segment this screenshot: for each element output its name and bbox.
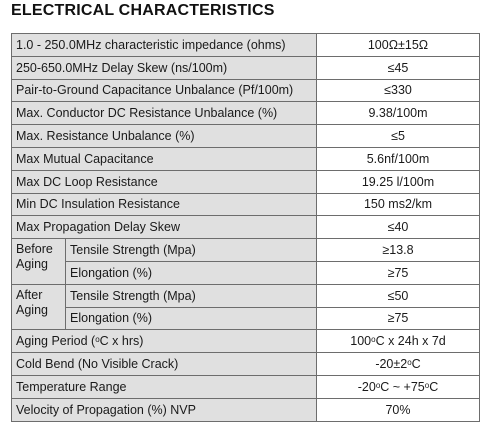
label-text: Aging Period ( [16, 334, 96, 349]
row-value: ≤330 [316, 78, 480, 103]
row-label: Max. Conductor DC Resistance Unbalance (… [11, 101, 317, 126]
table-row: Min DC Insulation Resistance 150 ms2/km [11, 192, 480, 217]
degree-mark: o [371, 335, 376, 345]
row-value: ≤40 [316, 215, 480, 240]
section-title: ELECTRICAL CHARACTERISTICS [11, 2, 275, 19]
row-label: Elongation (%) [65, 306, 317, 331]
row-value: 9.38/100m [316, 101, 480, 126]
value-text: -20 [357, 379, 376, 394]
table-row: Elongation (%) ≥75 [12, 306, 480, 331]
degree-mark: o [375, 380, 381, 390]
row-label: Tensile Strength (Mpa) [65, 283, 317, 308]
value-text: 100 [350, 334, 372, 349]
value-text: C ~ +75 [380, 379, 425, 394]
row-label: Elongation (%) [65, 260, 317, 285]
row-value: ≤45 [316, 55, 480, 80]
label-text: C x hrs) [99, 334, 144, 349]
table-row: Max Mutual Capacitance 5.6nf/100m [11, 146, 480, 171]
row-label: Min DC Insulation Resistance [11, 192, 317, 217]
row-value: ≤5 [316, 124, 480, 148]
table-row: Aging Period (oC x hrs) 100oC x 24h x 7d [11, 329, 480, 354]
row-label: Max. Resistance Unbalance (%) [11, 124, 317, 148]
row-label: Velocity of Propagation (%) NVP [11, 397, 317, 422]
after-aging-group-label: After Aging [11, 283, 66, 331]
value-text: C [429, 379, 439, 394]
table-row: Pair-to-Ground Capacitance Unbalance (Pf… [11, 78, 480, 103]
row-label: Max DC Loop Resistance [11, 169, 317, 194]
row-value: -20±2oC [316, 352, 480, 376]
row-label: Temperature Range [11, 374, 317, 399]
degree-mark: o [424, 380, 430, 390]
row-value: ≥75 [316, 260, 480, 285]
row-value: ≥13.8 [316, 238, 480, 262]
table-row: 250-650.0MHz Delay Skew (ns/100m) ≤45 [11, 55, 480, 80]
table-row: Temperature Range -20oC ~ +75oC [11, 374, 480, 399]
row-value: ≥75 [316, 306, 480, 331]
row-value: ≤50 [316, 283, 480, 308]
table-row: Elongation (%) ≥75 [12, 260, 480, 285]
value-text: C x 24h x 7d [375, 334, 446, 349]
table-row: Velocity of Propagation (%) NVP 70% [11, 397, 480, 422]
before-aging-group-label: Before Aging [11, 238, 66, 285]
table-row: Max DC Loop Resistance 19.25 l/100m [11, 169, 480, 194]
value-text: -20±2 [375, 357, 408, 372]
value-text: C [411, 357, 421, 372]
row-label: Aging Period (oC x hrs) [11, 329, 317, 354]
row-label: Max Mutual Capacitance [11, 146, 317, 171]
table-row: Max Propagation Delay Skew ≤40 [11, 215, 480, 240]
row-value: 100oC x 24h x 7d [316, 329, 480, 354]
electrical-characteristics-table: 1.0 - 250.0MHz characteristic impedance … [11, 33, 480, 422]
row-value: 70% [316, 397, 480, 422]
row-value: 19.25 l/100m [316, 169, 480, 194]
table-row: Max. Resistance Unbalance (%) ≤5 [11, 124, 480, 148]
row-label: Max Propagation Delay Skew [11, 215, 317, 240]
degree-mark: o [407, 358, 412, 368]
row-value: -20oC ~ +75oC [316, 374, 480, 399]
row-value: 5.6nf/100m [316, 146, 480, 171]
row-label: Pair-to-Ground Capacitance Unbalance (Pf… [11, 78, 317, 103]
table-row: After Aging Tensile Strength (Mpa) ≤50 [11, 283, 480, 331]
row-label: 250-650.0MHz Delay Skew (ns/100m) [11, 55, 317, 80]
table-row: Max. Conductor DC Resistance Unbalance (… [11, 101, 480, 126]
row-label: Tensile Strength (Mpa) [65, 238, 317, 262]
table-row: Cold Bend (No Visible Crack) -20±2oC [11, 352, 480, 376]
row-value: 150 ms2/km [316, 192, 480, 217]
table-row: 1.0 - 250.0MHz characteristic impedance … [11, 33, 480, 57]
degree-mark: o [95, 335, 100, 345]
row-label: Cold Bend (No Visible Crack) [11, 352, 317, 376]
row-value: 100Ω±15Ω [316, 33, 480, 57]
row-label: 1.0 - 250.0MHz characteristic impedance … [11, 33, 317, 57]
table-row: Before Aging Tensile Strength (Mpa) ≥13.… [11, 238, 480, 285]
